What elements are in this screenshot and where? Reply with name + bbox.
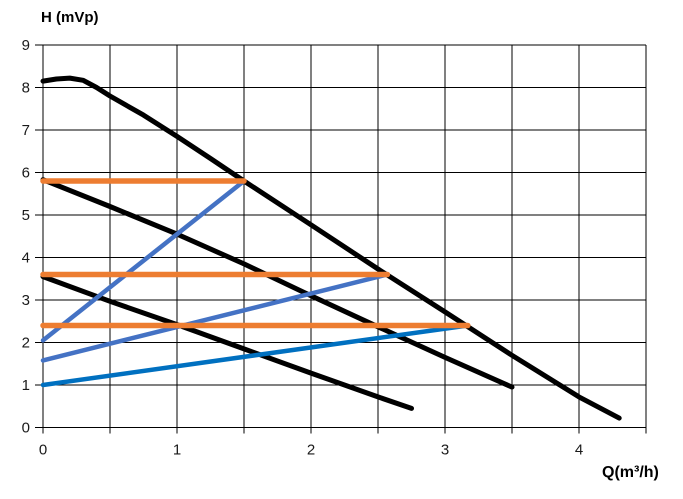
x-tick-labels: 0 1 2 3 4 (39, 442, 583, 459)
series-group (40, 75, 622, 421)
pump-curve-low-speed (40, 274, 414, 411)
x-axis-title: Q(m³/h) (602, 464, 659, 481)
x-tick-label: 0 (39, 442, 47, 459)
y-tick-label: 6 (22, 165, 30, 182)
y-tick-label: 0 (22, 420, 30, 437)
pump-curve-mid-speed (40, 177, 515, 390)
y-axis-title: H (mVp) (41, 9, 99, 26)
system-curve-mid (40, 272, 390, 363)
y-tick-label: 5 (22, 207, 30, 224)
system-curve-flat (40, 323, 471, 388)
x-tick-label: 4 (575, 442, 583, 459)
y-tick-label: 8 (22, 80, 30, 97)
y-tick-label: 9 (22, 37, 30, 54)
system-curve-steep (40, 178, 247, 343)
x-tick-label: 1 (173, 442, 181, 459)
axis-ticks (35, 44, 647, 434)
y-tick-label: 3 (22, 292, 30, 309)
y-tick-label: 2 (22, 335, 30, 352)
y-tick-label: 1 (22, 377, 30, 394)
x-tick-label: 2 (307, 442, 315, 459)
y-tick-labels: 0 1 2 3 4 5 6 7 8 9 (22, 37, 30, 437)
y-tick-label: 7 (22, 122, 30, 139)
y-tick-label: 4 (22, 250, 30, 267)
pump-curve-max-speed (40, 75, 622, 421)
x-tick-label: 3 (441, 442, 449, 459)
